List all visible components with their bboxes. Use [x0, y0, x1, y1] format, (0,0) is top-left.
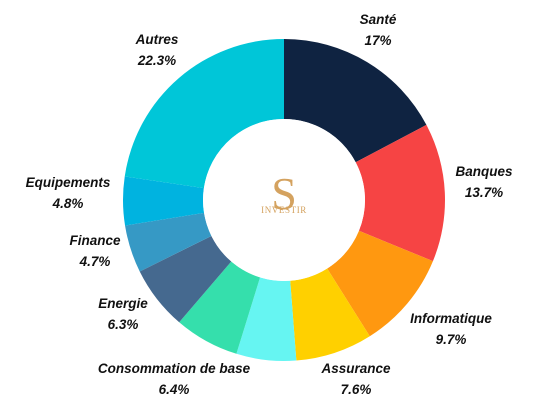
- label-value-sant-: 17%: [364, 33, 391, 48]
- label-name-informatique: Informatique: [410, 311, 492, 326]
- slice-assurance: [290, 268, 370, 361]
- slice-sant-: [284, 39, 427, 163]
- label-name-assurance: Assurance: [320, 361, 391, 376]
- label-name-autres: Autres: [135, 32, 179, 47]
- label-name-finance: Finance: [69, 233, 121, 248]
- donut-hole: [203, 119, 365, 281]
- slice-unlabeled: [236, 277, 297, 361]
- label-name-sant-: Santé: [360, 12, 397, 27]
- logo-letter: S: [271, 168, 297, 219]
- label-name-consommation-de-base: Consommation de base: [98, 361, 251, 376]
- label-value-informatique: 9.7%: [436, 332, 467, 347]
- label-value-finance: 4.7%: [79, 254, 111, 269]
- logo-wordmark: INVESTIR: [261, 205, 307, 215]
- label-name-energie: Energie: [98, 296, 148, 311]
- donut-slices: [122, 39, 445, 361]
- label-value-energie: 6.3%: [108, 317, 139, 332]
- label-value-consommation-de-base: 6.4%: [159, 382, 190, 397]
- slice-banques: [355, 124, 445, 262]
- slice-autres: [124, 39, 284, 189]
- slice-labels: Santé 17% Banques 13.7% Informatique 9.7% Assu…: [26, 12, 513, 397]
- label-name-equipements: Equipements: [26, 175, 111, 190]
- label-name-banques: Banques: [455, 164, 513, 179]
- label-value-autres: 22.3%: [137, 53, 176, 68]
- slice-finance: [125, 212, 212, 272]
- label-value-assurance: 7.6%: [341, 382, 372, 397]
- slice-equipements: [122, 176, 205, 226]
- slice-informatique: [327, 230, 433, 337]
- slice-consommation-de-base: [179, 261, 261, 354]
- label-value-equipements: 4.8%: [52, 196, 84, 211]
- slice-energie: [139, 235, 232, 323]
- label-value-banques: 13.7%: [465, 185, 503, 200]
- investir-logo: S INVESTIR: [261, 168, 307, 219]
